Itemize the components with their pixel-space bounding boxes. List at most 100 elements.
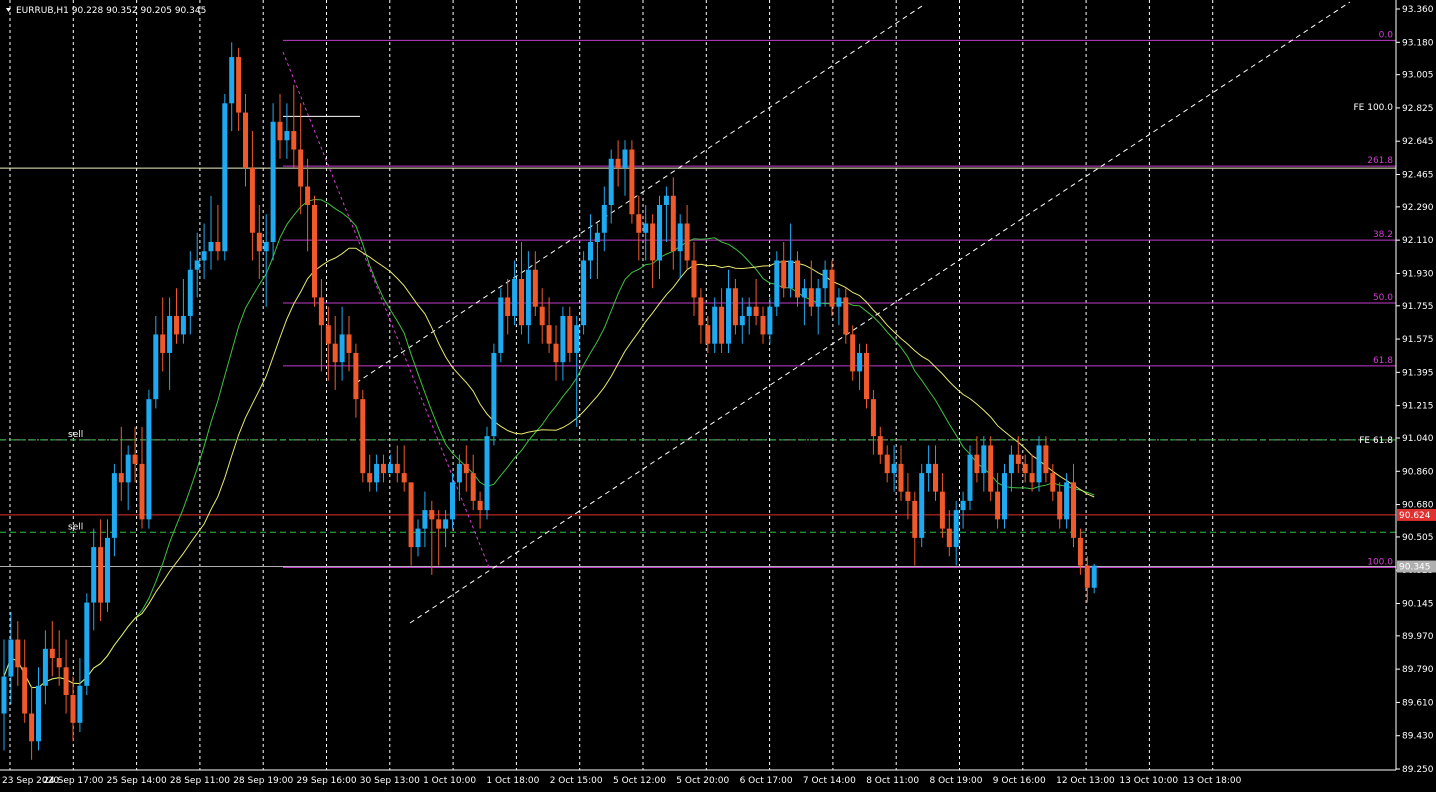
candle-body[interactable] [491, 352, 497, 437]
fibo-trend-line[interactable] [282, 51, 491, 571]
candle-body[interactable] [256, 232, 262, 252]
candle-body[interactable] [29, 713, 35, 742]
candle-body[interactable] [1002, 473, 1007, 520]
candle-body[interactable] [118, 473, 124, 483]
candle-body[interactable] [884, 454, 890, 474]
candle-body[interactable] [84, 602, 90, 686]
candle-body[interactable] [63, 667, 69, 696]
candle-body[interactable] [995, 491, 1001, 520]
candle-body[interactable] [719, 306, 725, 344]
candle-body[interactable] [139, 463, 145, 520]
candle-body[interactable] [926, 463, 932, 474]
candle-body[interactable] [732, 288, 738, 326]
candle-body[interactable] [91, 547, 97, 603]
candle-body[interactable] [967, 454, 973, 501]
candle-body[interactable] [42, 648, 48, 686]
candle-body[interactable] [381, 463, 386, 474]
candle-body[interactable] [146, 399, 152, 520]
candle-body[interactable] [56, 658, 62, 668]
candle-body[interactable] [822, 269, 828, 289]
candle-body[interactable] [484, 436, 490, 511]
candle-body[interactable] [657, 205, 662, 261]
candle-body[interactable] [332, 343, 338, 363]
candle-body[interactable] [463, 463, 469, 474]
candle-body[interactable] [167, 315, 173, 353]
candle-body[interactable] [125, 454, 131, 483]
candle-body[interactable] [788, 260, 794, 289]
candle-body[interactable] [450, 482, 455, 520]
candle-body[interactable] [753, 306, 759, 316]
candle-body[interactable] [229, 57, 235, 104]
candle-body[interactable] [374, 463, 380, 483]
candle-body[interactable] [663, 195, 669, 206]
candle-body[interactable] [905, 491, 911, 501]
candle-body[interactable] [215, 241, 221, 252]
candle-body[interactable] [512, 278, 518, 316]
candle-body[interactable] [408, 482, 414, 548]
candle-body[interactable] [429, 510, 435, 520]
candle-body[interactable] [843, 297, 849, 335]
candle-body[interactable] [422, 510, 428, 529]
candle-body[interactable] [1091, 565, 1097, 588]
candle-body[interactable] [946, 528, 952, 548]
candle-body[interactable] [650, 223, 656, 261]
candle-body[interactable] [1022, 463, 1028, 474]
candle-body[interactable] [622, 149, 628, 169]
candle-body[interactable] [1057, 491, 1063, 520]
candle-body[interactable] [1050, 473, 1056, 492]
candle-body[interactable] [960, 500, 966, 511]
candle-body[interactable] [132, 454, 138, 464]
candle-body[interactable] [49, 648, 55, 659]
candle-body[interactable] [560, 315, 566, 363]
candle-body[interactable] [174, 315, 179, 335]
candle-body[interactable] [111, 473, 117, 538]
candle-body[interactable] [615, 158, 621, 169]
candle-body[interactable] [249, 168, 255, 233]
candle-body[interactable] [1043, 445, 1049, 474]
candle-body[interactable] [15, 639, 21, 668]
candle-body[interactable] [201, 251, 207, 261]
candle-body[interactable] [1036, 445, 1042, 483]
candle-body[interactable] [98, 547, 104, 603]
dropdown-arrow-icon[interactable] [6, 8, 11, 12]
candle-body[interactable] [1015, 454, 1021, 464]
candle-body[interactable] [919, 473, 925, 538]
candle-body[interactable] [746, 306, 752, 316]
candle-body[interactable] [588, 241, 593, 261]
candle-body[interactable] [470, 473, 476, 501]
candle-body[interactable] [898, 463, 904, 492]
candle-body[interactable] [70, 695, 76, 723]
candle-body[interactable] [77, 685, 83, 723]
candle-body[interactable] [353, 352, 359, 400]
candle-body[interactable] [367, 473, 373, 483]
candle-body[interactable] [629, 149, 635, 215]
candle-body[interactable] [318, 297, 324, 326]
candle-body[interactable] [360, 399, 366, 474]
candle-body[interactable] [608, 158, 614, 206]
candle-body[interactable] [291, 131, 297, 150]
candle-body[interactable] [36, 685, 41, 742]
candle-body[interactable] [567, 315, 573, 353]
candle-body[interactable] [1, 676, 7, 714]
candle-body[interactable] [891, 463, 897, 474]
candle-body[interactable] [194, 260, 200, 270]
candle-body[interactable] [1064, 482, 1070, 520]
trend-lines[interactable] [282, 1, 1351, 624]
candle-body[interactable] [726, 288, 731, 344]
candle-body[interactable] [236, 57, 242, 113]
candle-body[interactable] [180, 315, 186, 335]
candle-body[interactable] [298, 149, 304, 187]
candle-body[interactable] [222, 103, 228, 252]
candle-body[interactable] [339, 334, 345, 363]
candle-body[interactable] [305, 186, 311, 206]
candle-body[interactable] [456, 463, 462, 483]
candle-body[interactable] [325, 325, 331, 344]
candle-body[interactable] [670, 195, 676, 252]
candle-body[interactable] [415, 528, 421, 548]
candle-body[interactable] [795, 260, 800, 298]
candle-body[interactable] [643, 223, 649, 233]
candle-body[interactable] [525, 269, 531, 326]
candle-body[interactable] [739, 315, 745, 326]
fibonacci-levels[interactable] [0, 39, 1396, 568]
